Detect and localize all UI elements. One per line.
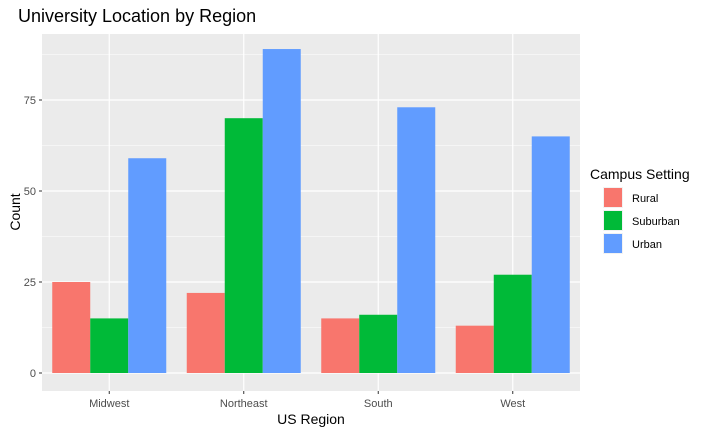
x-axis: Midwest Northeast South West [89, 391, 525, 410]
x-tick-label: West [500, 398, 525, 410]
legend-label-urban: Urban [632, 239, 662, 251]
legend-swatch-rural [604, 188, 622, 207]
bars [52, 49, 570, 373]
legend-swatch-urban [604, 234, 622, 253]
y-tick-label: 0 [30, 368, 36, 380]
legend-label-suburban: Suburban [632, 216, 680, 228]
legend-label-rural: Rural [632, 193, 658, 205]
bar-suburban-northeast [224, 118, 263, 373]
bar-urban-west [531, 136, 570, 373]
legend-title: Campus Setting [590, 166, 690, 182]
bar-suburban-south [359, 314, 398, 373]
chart-title: University Location by Region [18, 6, 256, 26]
y-tick-label: 75 [24, 95, 36, 107]
bar-urban-midwest [128, 158, 167, 373]
bar-urban-northeast [262, 49, 301, 373]
bar-rural-south [321, 318, 360, 373]
legend: Campus Setting Rural Suburban Urban [590, 166, 690, 254]
x-tick-label: Midwest [89, 398, 129, 410]
x-tick-label: South [364, 398, 393, 410]
bar-rural-west [455, 325, 494, 373]
bar-rural-northeast [186, 292, 225, 373]
bar-suburban-west [493, 274, 532, 373]
bar-urban-south [397, 107, 436, 373]
x-tick-label: Northeast [220, 398, 268, 410]
y-axis: 0 25 50 75 [24, 95, 42, 380]
y-tick-label: 25 [24, 277, 36, 289]
y-tick-label: 50 [24, 186, 36, 198]
x-axis-title: US Region [277, 411, 345, 427]
legend-swatch-suburban [604, 211, 622, 230]
bar-suburban-midwest [90, 318, 129, 373]
bar-rural-midwest [52, 282, 91, 373]
y-axis-title: Count [7, 193, 23, 230]
